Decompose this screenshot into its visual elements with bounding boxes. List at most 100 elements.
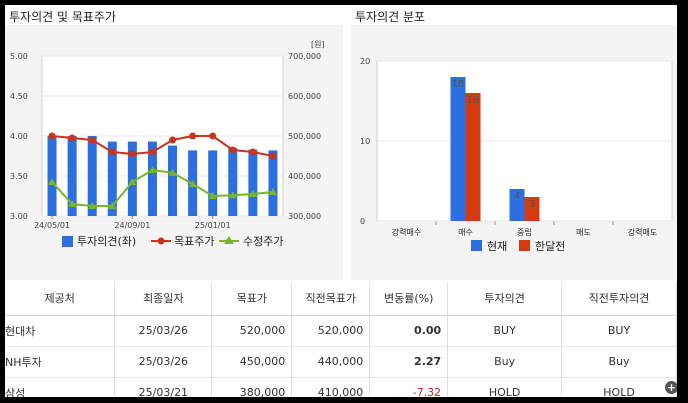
target-price-point: [269, 152, 277, 160]
cell-date: 25/03/21: [114, 377, 213, 397]
cell-opinion: Buy: [447, 346, 563, 378]
legend-label: 현재: [487, 240, 507, 253]
distribution-chart-area: 0 10 20 강력매수 매수 18 16 중립 4 3 매도 강력매도 현재 한달전: [351, 25, 677, 280]
opinion-bar: [268, 150, 278, 216]
cell-prev-opinion: HOLD: [561, 377, 677, 397]
opinion-bar: [208, 150, 218, 216]
adjusted-price-point: [208, 192, 217, 199]
table-header-row: 제공처 최종일자 목표가 직전목표가 변동률(%) 투자의견 직전투자의견: [5, 282, 677, 316]
right-tick-label: 600,000: [288, 92, 321, 101]
cell-date: 25/03/26: [114, 346, 213, 378]
header-prev-opinion[interactable]: 직전투자의견: [561, 282, 677, 316]
adjusted-price-point: [48, 178, 57, 185]
adjusted-price-point: [128, 178, 137, 185]
adjusted-price-point: [108, 202, 117, 209]
left-tick-label: 3.50: [10, 172, 28, 181]
adjusted-price-line: [51, 168, 274, 207]
right-axis-unit: [원]: [311, 40, 325, 49]
category-label: 강력매수: [392, 227, 421, 237]
cell-opinion: BUY: [447, 315, 563, 347]
opinion-bar: [168, 145, 178, 216]
adjusted-price-point: [168, 168, 177, 176]
opinion-bar: [87, 136, 97, 216]
header-prev-target[interactable]: 직전목표가: [291, 282, 371, 316]
x-tick-label: 24/09/01: [114, 221, 150, 230]
category-label: 강력매도: [628, 227, 657, 237]
right-tick-label: 500,000: [288, 132, 321, 141]
opinion-bar: [107, 141, 117, 216]
legend-label: 수정주가: [243, 235, 283, 248]
table-row[interactable]: NH투자 25/03/26 450,000 440,000 2.27 Buy B…: [5, 346, 677, 378]
target-price-point: [108, 148, 116, 156]
opinion-bar: [47, 136, 57, 216]
cell-prev-opinion: BUY: [561, 315, 677, 347]
table-row[interactable]: 삼성 25/03/21 380,000 410,000 -7.32 HOLD H…: [5, 377, 677, 397]
legend-swatch-month-ago: [519, 240, 530, 251]
header-change[interactable]: 변동률(%): [369, 282, 449, 316]
cell-prev-target: 520,000: [291, 315, 371, 347]
header-provider[interactable]: 제공처: [5, 282, 116, 316]
current-bar: [450, 77, 466, 221]
legend-swatch-point: [157, 237, 165, 245]
header-target[interactable]: 목표가: [211, 282, 293, 316]
plus-icon[interactable]: +: [665, 381, 677, 394]
category-label: 매수: [458, 228, 473, 237]
x-tick-label: 24/05/01: [34, 221, 70, 230]
legend-label: 목표주가: [174, 235, 214, 248]
data-label: 18: [452, 79, 465, 90]
legend-swatch-current: [471, 240, 482, 251]
right-tick-label: 400,000: [288, 172, 321, 181]
opinion-target-chart: 3.00 3.50 4.00 4.50 5.00 300,000 400,000 500,00…: [10, 40, 325, 248]
target-price-point: [169, 136, 177, 144]
data-label: 3: [529, 199, 535, 210]
adjusted-price-point: [248, 190, 257, 197]
adjusted-price-point: [88, 202, 97, 209]
opinion-bar: [147, 141, 157, 216]
y-tick-label: 0: [360, 217, 365, 226]
header-opinion[interactable]: 투자의견: [447, 282, 563, 316]
left-tick-label: 4.50: [10, 92, 28, 101]
cell-provider: NH투자: [5, 346, 116, 378]
adjusted-price-point: [188, 180, 197, 187]
cell-prev-target: 410,000: [291, 377, 371, 397]
content-panel: 투자의견 및 목표주가 투자의견 분포 3.00 3.50 4.00 4.50 5.00…: [5, 5, 677, 397]
legend-label: 투자의견(좌): [77, 235, 136, 248]
cell-prev-opinion: Buy: [561, 346, 677, 378]
right-tick-label: 300,000: [288, 212, 321, 221]
cell-prev-target: 440,000: [291, 346, 371, 378]
legend-swatch-bar: [62, 236, 73, 247]
adjusted-price-point: [228, 191, 237, 199]
current-bar: [509, 189, 525, 221]
table-row[interactable]: 현대차 25/03/26 520,000 520,000 0.00 BUY BU…: [5, 315, 677, 347]
category-label: 중립: [517, 228, 532, 237]
adjusted-price-point: [268, 188, 277, 195]
target-price-point: [229, 146, 237, 154]
target-price-point: [68, 134, 76, 142]
right-tick-label: 700,000: [288, 52, 321, 61]
target-price-point: [88, 136, 96, 144]
cell-date: 25/03/26: [114, 315, 213, 347]
target-price-point: [128, 150, 136, 158]
adjusted-price-point: [68, 200, 77, 207]
cell-provider: 삼성: [5, 377, 116, 397]
data-label: 4: [514, 191, 520, 202]
header-date[interactable]: 최종일자: [114, 282, 213, 316]
cell-target: 450,000: [211, 346, 293, 378]
adjusted-price-point: [148, 166, 157, 173]
y-tick-label: 10: [360, 137, 370, 146]
opinion-chart-area: 3.00 3.50 4.00 4.50 5.00 300,000 400,000 500,00…: [5, 25, 343, 280]
opinion-bar: [67, 136, 77, 216]
legend-label: 한달전: [535, 240, 565, 253]
month-ago-bar: [524, 197, 540, 221]
left-tick-label: 5.00: [10, 52, 28, 61]
cell-target: 380,000: [211, 377, 293, 397]
target-price-point: [148, 148, 156, 156]
legend-swatch-point: [224, 236, 234, 244]
target-price-point: [209, 132, 217, 140]
target-price-point: [48, 132, 56, 140]
target-price-table: 제공처 최종일자 목표가 직전목표가 변동률(%) 투자의견 직전투자의견 현대…: [5, 282, 677, 397]
cell-opinion: HOLD: [447, 377, 563, 397]
target-price-point: [189, 132, 197, 140]
